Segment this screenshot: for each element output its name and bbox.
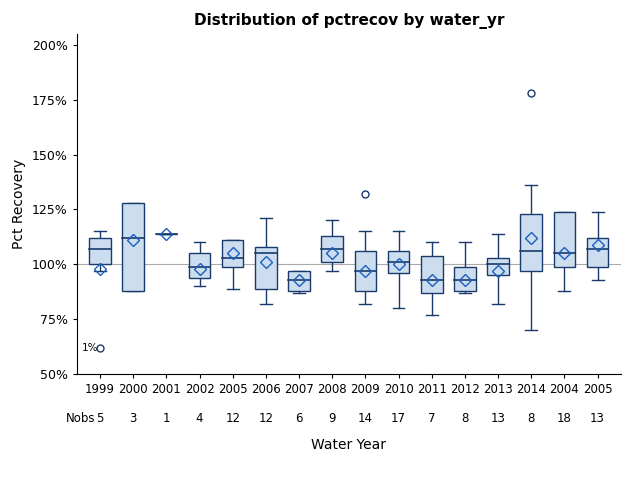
Text: 12: 12 [259,412,273,425]
Text: 3: 3 [129,412,137,425]
Bar [288,271,310,291]
Bar [355,251,376,291]
Text: 4: 4 [196,412,204,425]
Bar [321,236,343,262]
X-axis label: Water Year: Water Year [311,438,387,452]
Text: Nobs: Nobs [66,412,95,425]
Text: 1: 1 [163,412,170,425]
Bar [520,214,542,271]
Text: 6: 6 [295,412,303,425]
Text: 12: 12 [225,412,240,425]
Bar [388,251,410,273]
Text: 8: 8 [461,412,468,425]
Title: Distribution of pctrecov by water_yr: Distribution of pctrecov by water_yr [193,13,504,29]
Y-axis label: Pct Recovery: Pct Recovery [12,159,26,249]
Bar [587,238,609,267]
Text: 14: 14 [358,412,373,425]
Bar [487,258,509,276]
Bar [189,253,211,277]
Text: 9: 9 [328,412,336,425]
Bar [122,203,144,291]
Bar [421,256,442,293]
Bar [89,238,111,264]
Text: 5: 5 [97,412,104,425]
Text: 8: 8 [527,412,535,425]
Text: 1%: 1% [82,343,99,353]
Text: 17: 17 [391,412,406,425]
Bar [255,247,276,288]
Text: 13: 13 [491,412,506,425]
Text: 18: 18 [557,412,572,425]
Text: 13: 13 [590,412,605,425]
Bar [554,212,575,267]
Bar [454,267,476,291]
Text: 7: 7 [428,412,435,425]
Bar [222,240,243,267]
